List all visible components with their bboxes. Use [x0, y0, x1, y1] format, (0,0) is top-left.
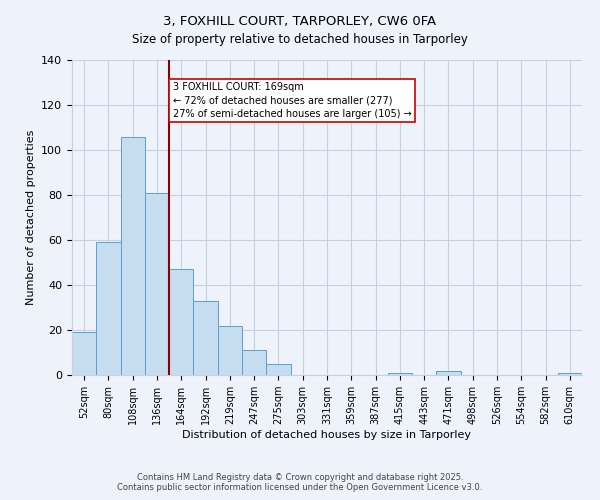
Bar — [218, 326, 242, 375]
Bar — [145, 192, 169, 375]
Bar — [558, 373, 582, 375]
Bar — [266, 364, 290, 375]
Bar — [96, 242, 121, 375]
Bar — [242, 350, 266, 375]
Bar — [169, 269, 193, 375]
Bar — [72, 332, 96, 375]
Text: Contains HM Land Registry data © Crown copyright and database right 2025.
Contai: Contains HM Land Registry data © Crown c… — [118, 473, 482, 492]
X-axis label: Distribution of detached houses by size in Tarporley: Distribution of detached houses by size … — [182, 430, 472, 440]
Bar — [121, 136, 145, 375]
Text: Size of property relative to detached houses in Tarporley: Size of property relative to detached ho… — [132, 32, 468, 46]
Y-axis label: Number of detached properties: Number of detached properties — [26, 130, 35, 305]
Text: 3, FOXHILL COURT, TARPORLEY, CW6 0FA: 3, FOXHILL COURT, TARPORLEY, CW6 0FA — [163, 15, 437, 28]
Bar — [388, 373, 412, 375]
Bar — [436, 370, 461, 375]
Text: 3 FOXHILL COURT: 169sqm
← 72% of detached houses are smaller (277)
27% of semi-d: 3 FOXHILL COURT: 169sqm ← 72% of detache… — [173, 82, 412, 119]
Bar — [193, 300, 218, 375]
